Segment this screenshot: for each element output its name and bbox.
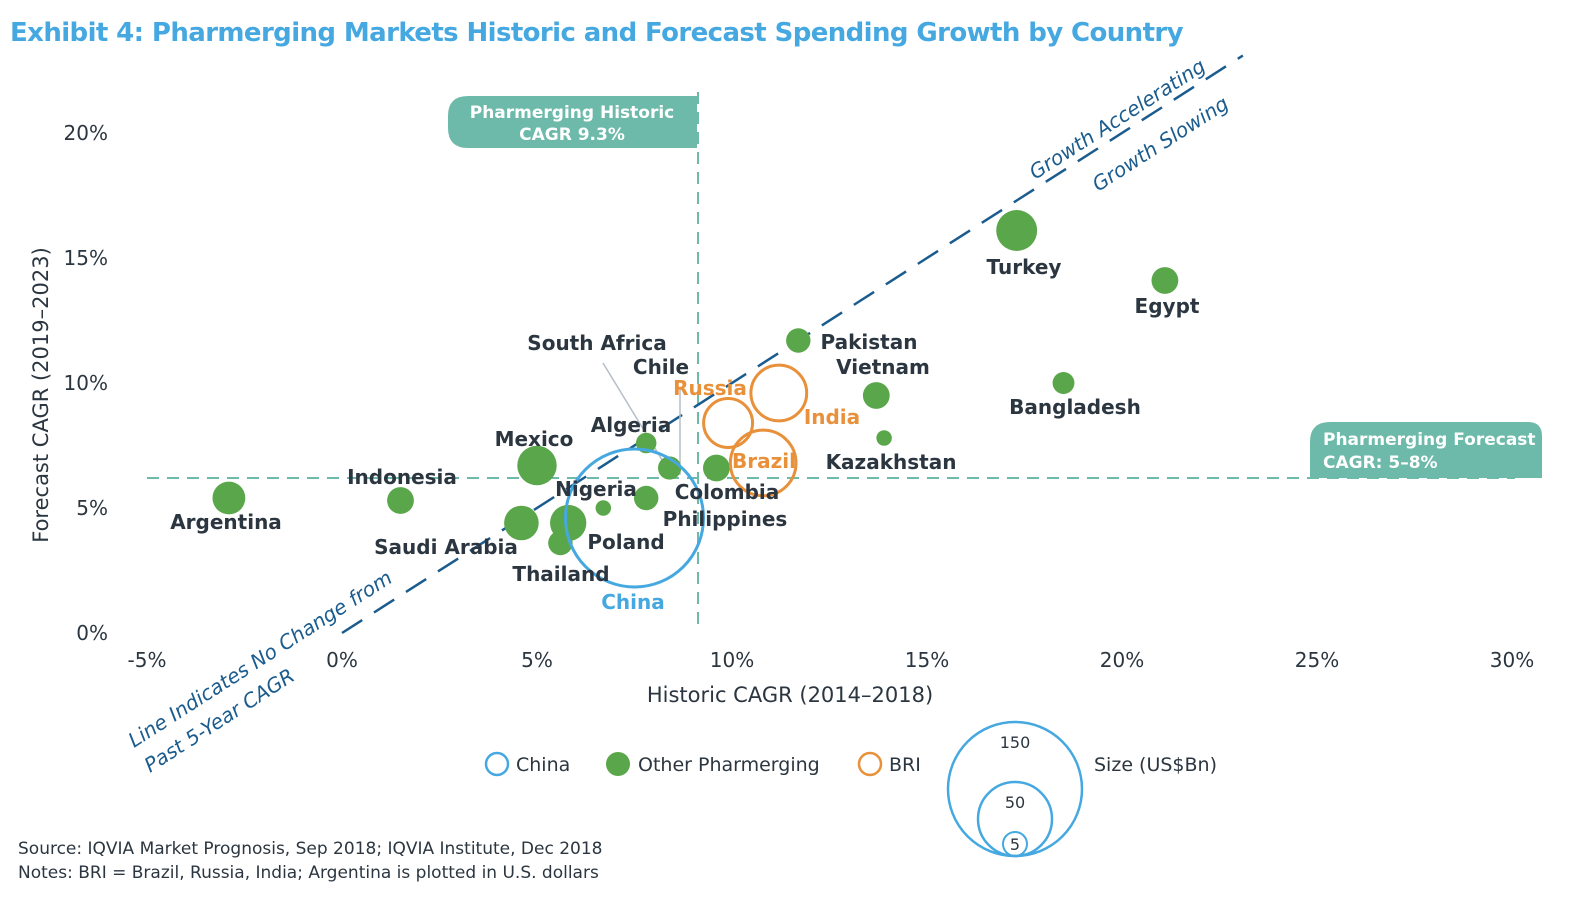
bubble-turkey bbox=[996, 210, 1038, 251]
label-egypt: Egypt bbox=[1135, 294, 1200, 318]
bubble-argentina bbox=[212, 481, 246, 515]
legend-bri-label: BRI bbox=[889, 754, 921, 776]
bubble-vietnam bbox=[862, 382, 890, 409]
y-tick-label: 15% bbox=[64, 246, 108, 270]
size-legend-title: Size (US$Bn) bbox=[1094, 754, 1217, 776]
label-india: India bbox=[804, 405, 860, 429]
bubble-bangladesh bbox=[1052, 372, 1075, 394]
x-axis-label: Historic CAGR (2014–2018) bbox=[647, 683, 933, 707]
x-tick-label: -5% bbox=[128, 648, 167, 672]
label-russia: Russia bbox=[673, 376, 747, 400]
y-tick-label: 20% bbox=[64, 121, 108, 145]
size-legend-50-label: 50 bbox=[1005, 793, 1025, 812]
x-tick-label: 30% bbox=[1490, 648, 1534, 672]
label-algeria: Algeria bbox=[591, 413, 671, 437]
forecast-cagr-box-bg bbox=[1310, 422, 1542, 478]
x-tick-label: 20% bbox=[1100, 648, 1144, 672]
label-bangladesh: Bangladesh bbox=[1009, 395, 1141, 419]
bubble-thailand bbox=[548, 530, 573, 556]
bubble-brazil bbox=[728, 428, 798, 498]
label-thailand: Thailand bbox=[512, 562, 609, 586]
point-labels: Argentina Indonesia Mexico Saudi Arabia Pola… bbox=[170, 255, 1200, 614]
label-south-africa: South Africa bbox=[527, 331, 666, 355]
size-legend-5 bbox=[1002, 831, 1028, 857]
historic-cagr-label-line2: CAGR 9.3% bbox=[519, 125, 625, 145]
y-tick-label: 0% bbox=[76, 621, 108, 645]
notes-text: Notes: BRI = Brazil, Russia, India; Arge… bbox=[18, 863, 599, 883]
label-china: China bbox=[601, 590, 665, 614]
size-legend-150-label: 150 bbox=[1000, 733, 1031, 752]
forecast-cagr-label-line2: CAGR: 5–8% bbox=[1323, 453, 1438, 473]
legend-other-marker bbox=[606, 752, 630, 776]
historic-cagr-box-bg bbox=[448, 96, 697, 148]
label-saudi-arabia: Saudi Arabia bbox=[374, 535, 518, 559]
historic-cagr-box: Pharmerging Historic CAGR 9.3% bbox=[448, 96, 697, 148]
bubble-indonesia bbox=[387, 487, 414, 514]
growth-slowing-annotation: Growth Slowing bbox=[1088, 91, 1233, 196]
bubble-philippines bbox=[633, 485, 659, 511]
legend-china-label: China bbox=[516, 754, 570, 776]
legend-bri-marker bbox=[857, 751, 883, 777]
label-mexico: Mexico bbox=[495, 427, 574, 451]
label-argentina: Argentina bbox=[170, 510, 282, 534]
y-axis-ticks: 0% 5% 10% 15% 20% bbox=[64, 121, 108, 645]
bubble-india bbox=[749, 363, 809, 423]
y-axis-label: Forecast CAGR (2019–2023) bbox=[29, 247, 53, 543]
label-chile: Chile bbox=[633, 355, 689, 379]
label-indonesia: Indonesia bbox=[347, 465, 457, 489]
bubble-egypt bbox=[1151, 267, 1179, 294]
bubble-nigeria bbox=[595, 500, 612, 516]
legend-other-label: Other Pharmerging bbox=[638, 754, 820, 776]
historic-cagr-label-line1: Pharmerging Historic bbox=[470, 103, 675, 123]
size-legend-5-label: 5 bbox=[1010, 835, 1020, 854]
forecast-cagr-box: Pharmerging Forecast CAGR: 5–8% bbox=[1310, 422, 1542, 478]
forecast-cagr-label-line1: Pharmerging Forecast bbox=[1323, 430, 1536, 450]
y-tick-label: 5% bbox=[76, 496, 108, 520]
x-tick-label: 10% bbox=[710, 648, 754, 672]
x-tick-label: 5% bbox=[521, 648, 553, 672]
label-turkey: Turkey bbox=[987, 255, 1062, 279]
bubble-mexico bbox=[517, 445, 557, 486]
x-tick-label: 0% bbox=[326, 648, 358, 672]
label-vietnam: Vietnam bbox=[836, 355, 930, 379]
legend: China Other Pharmerging BRI 150 50 5 Siz… bbox=[484, 720, 1217, 858]
x-tick-label: 25% bbox=[1295, 648, 1339, 672]
bubbles bbox=[212, 210, 1179, 589]
x-tick-label: 15% bbox=[905, 648, 949, 672]
label-philippines: Philippines bbox=[663, 507, 788, 531]
label-poland: Poland bbox=[587, 530, 664, 554]
bubble-pakistan bbox=[786, 328, 811, 353]
x-axis-ticks: -5% 0% 5% 10% 15% 20% 25% 30% bbox=[128, 648, 1535, 672]
label-kazakhstan: Kazakhstan bbox=[826, 450, 957, 474]
label-brazil: Brazil bbox=[732, 449, 796, 473]
bubble-colombia bbox=[703, 454, 730, 482]
source-note: Source: IQVIA Market Prognosis, Sep 2018… bbox=[18, 839, 603, 859]
bubble-china bbox=[564, 447, 705, 589]
label-nigeria: Nigeria bbox=[555, 477, 637, 501]
y-tick-label: 10% bbox=[64, 371, 108, 395]
label-colombia: Colombia bbox=[675, 480, 780, 504]
bubble-saudi-arabia bbox=[504, 505, 539, 541]
chart-title: Exhibit 4: Pharmerging Markets Historic … bbox=[10, 18, 1184, 48]
bubble-kazakhstan bbox=[876, 430, 892, 446]
bubble-russia bbox=[702, 397, 755, 449]
legend-china-marker bbox=[484, 751, 510, 777]
label-pakistan: Pakistan bbox=[821, 330, 918, 354]
